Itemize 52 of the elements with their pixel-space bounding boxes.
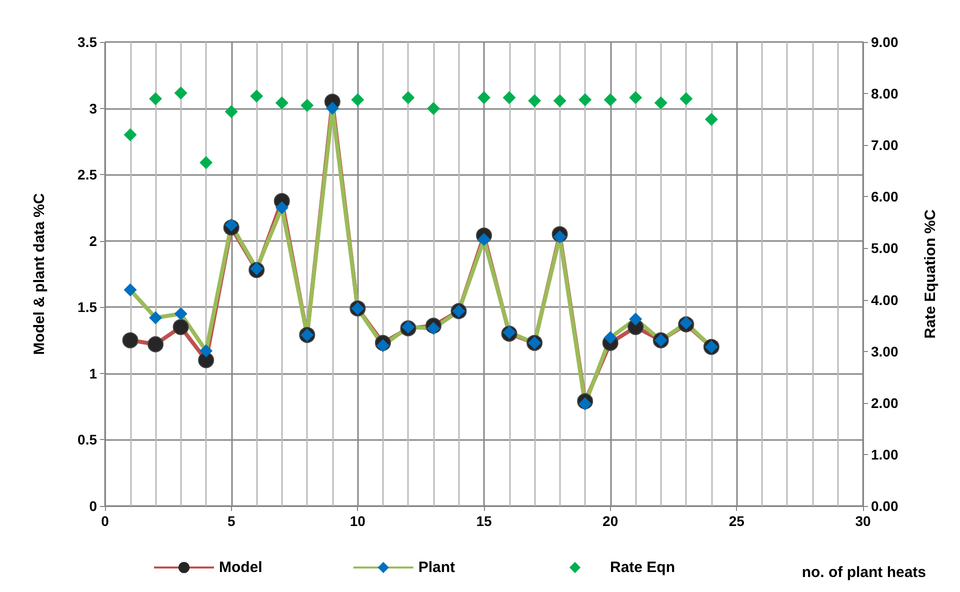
point (654, 96, 668, 110)
y-tick-label: 3 (89, 100, 98, 116)
y2-axis-title: Rate Equation %C (922, 209, 939, 339)
point (553, 94, 566, 108)
point (629, 91, 642, 104)
x-tick-label: 20 (602, 513, 618, 529)
point (224, 105, 238, 118)
y-tick-label: 1 (89, 365, 98, 382)
point (502, 91, 516, 104)
x-tick-label: 0 (101, 513, 110, 529)
x-tick-label: 10 (350, 513, 366, 529)
legend-label: Model (219, 559, 262, 576)
y2-tick-label: 1.00 (871, 446, 898, 462)
point (174, 86, 188, 100)
point (604, 93, 617, 106)
legend-label: Plant (418, 559, 456, 576)
y-tick-label: 3.5 (78, 34, 98, 50)
y2-tick-label: 6.00 (871, 188, 898, 205)
y2-tick-label: 7.00 (871, 137, 898, 154)
point (351, 93, 364, 106)
y2-tick-label: 5.00 (871, 240, 898, 256)
y2-tick-label: 0.00 (871, 498, 898, 514)
point (478, 91, 490, 104)
y-tick-label: 0.5 (78, 432, 98, 448)
y2-tick-label: 3.00 (871, 343, 898, 360)
point (402, 91, 415, 104)
point (528, 94, 542, 108)
point (704, 112, 718, 126)
point (426, 102, 440, 116)
y-tick-label: 2 (89, 232, 98, 249)
point (275, 96, 288, 110)
x-tick-label: 15 (476, 513, 492, 529)
y2-tick-label: 2.00 (871, 394, 898, 411)
point (680, 92, 693, 106)
y2-tick-label: 8.00 (871, 86, 898, 102)
y-tick-label: 0 (89, 498, 98, 514)
y-axis-title: Model & plant data %C (31, 193, 48, 355)
x-tick-label: 25 (728, 513, 745, 529)
point (250, 90, 264, 103)
x-axis-title: no. of plant heats (802, 564, 926, 581)
point (200, 156, 213, 170)
y-tick-label: 2.5 (78, 166, 98, 183)
legend-label: Rate Eqn (610, 559, 676, 576)
point (578, 93, 592, 106)
y2-tick-label: 4.00 (871, 292, 898, 308)
x-tick-label: 30 (855, 513, 871, 529)
point (124, 128, 137, 142)
x-tick-label: 5 (227, 513, 236, 529)
point (149, 92, 162, 106)
y2-tick-label: 9.00 (871, 34, 898, 50)
y-tick-label: 1.5 (78, 299, 98, 316)
point (300, 98, 314, 112)
